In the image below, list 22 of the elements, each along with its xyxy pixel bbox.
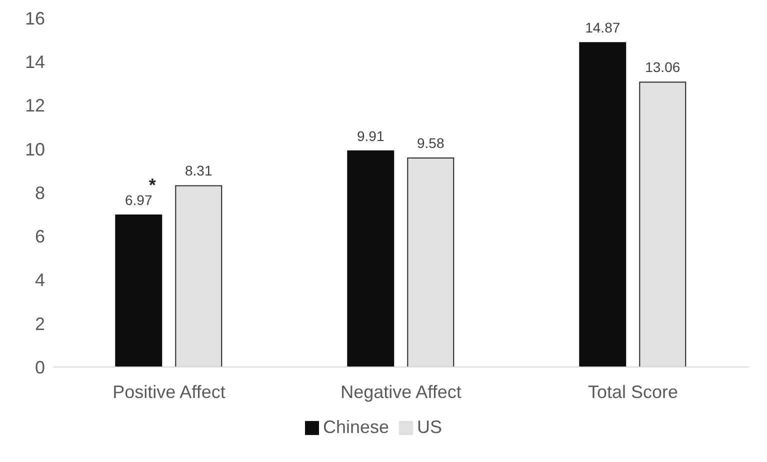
y-tick-label: 8 <box>34 182 45 203</box>
legend-label: Chinese <box>322 417 390 437</box>
data-label: 14.87 <box>585 20 620 36</box>
y-tick-label: 4 <box>34 270 45 290</box>
y-tick-label: 16 <box>24 8 45 28</box>
data-label: 9.58 <box>417 135 444 152</box>
legend-label: US <box>417 417 442 437</box>
x-tick-label: Total Score <box>588 382 678 402</box>
data-label: 13.06 <box>645 59 680 76</box>
bar <box>579 42 626 367</box>
y-tick-label: 12 <box>24 96 45 116</box>
y-tick-label: 0 <box>34 357 45 378</box>
bar <box>347 150 394 367</box>
x-tick-label: Negative Affect <box>340 382 462 402</box>
y-tick-label: 6 <box>34 226 45 247</box>
data-label: 8.31 <box>185 162 212 179</box>
bar <box>115 214 162 367</box>
y-tick-label: 14 <box>24 52 45 72</box>
y-tick-label: 2 <box>34 314 45 334</box>
data-label: 9.91 <box>357 128 384 144</box>
x-tick-label: Positive Affect <box>112 382 226 402</box>
y-tick-label: 10 <box>24 139 45 160</box>
